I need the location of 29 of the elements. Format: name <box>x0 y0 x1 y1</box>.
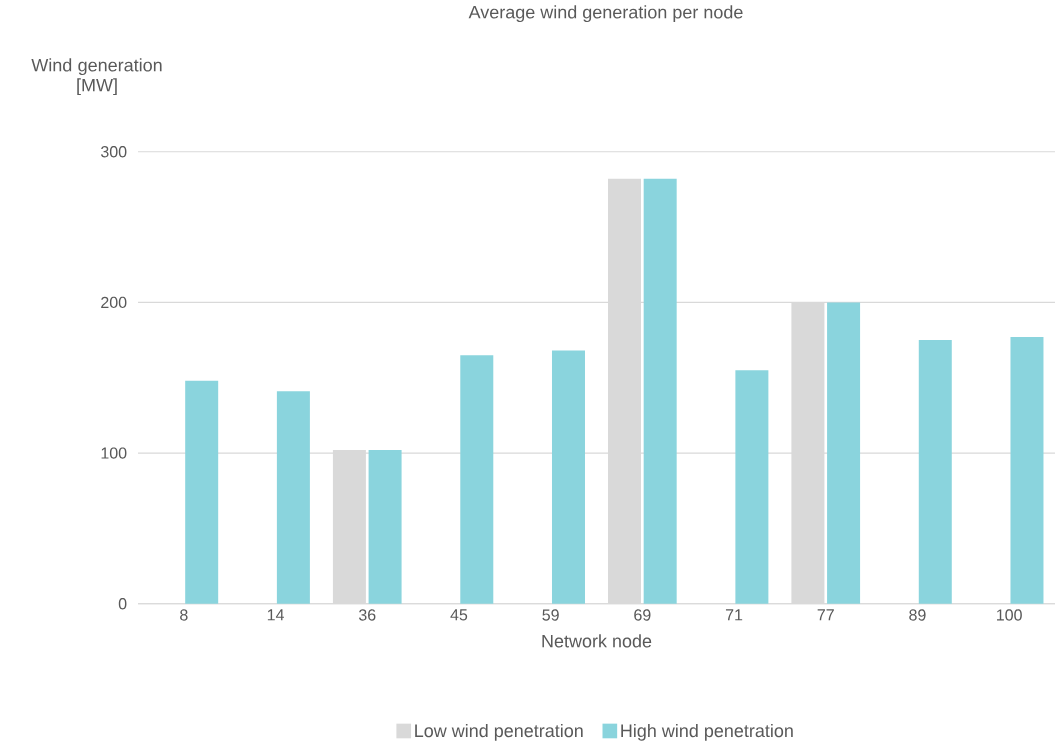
bar <box>551 350 585 604</box>
bar <box>827 302 861 604</box>
x-tick-label: 8 <box>180 609 188 621</box>
bar <box>276 391 310 604</box>
x-tick-label: 45 <box>450 609 468 621</box>
x-tick-label: 14 <box>267 609 284 621</box>
bar <box>368 450 402 604</box>
bar <box>1010 337 1044 604</box>
y-tick-label: 100 <box>101 447 127 459</box>
chart-title: Average wind generation per node <box>468 5 743 23</box>
x-tick-label: 71 <box>725 609 743 621</box>
y-tick-label: 0 <box>118 598 127 610</box>
bar <box>460 355 494 604</box>
bar <box>735 370 769 604</box>
bar <box>918 340 952 604</box>
legend-label: High wind penetration <box>621 724 793 741</box>
y-axis-title: Wind generation [MW] <box>31 58 162 96</box>
x-axis-title: Network node <box>542 634 652 648</box>
y-tick-label: 300 <box>100 146 127 158</box>
x-tick-label: 69 <box>634 609 651 621</box>
bar <box>185 380 219 604</box>
x-tick-label: 36 <box>358 609 376 621</box>
x-tick-label: 100 <box>997 609 1022 621</box>
x-tick-label: 59 <box>542 609 559 621</box>
bar <box>643 179 677 604</box>
y-tick-label: 200 <box>101 296 127 309</box>
x-tick-label: 89 <box>909 609 926 621</box>
x-tick-label: 77 <box>817 609 834 621</box>
legend-label: Low wind penetration <box>415 724 583 741</box>
